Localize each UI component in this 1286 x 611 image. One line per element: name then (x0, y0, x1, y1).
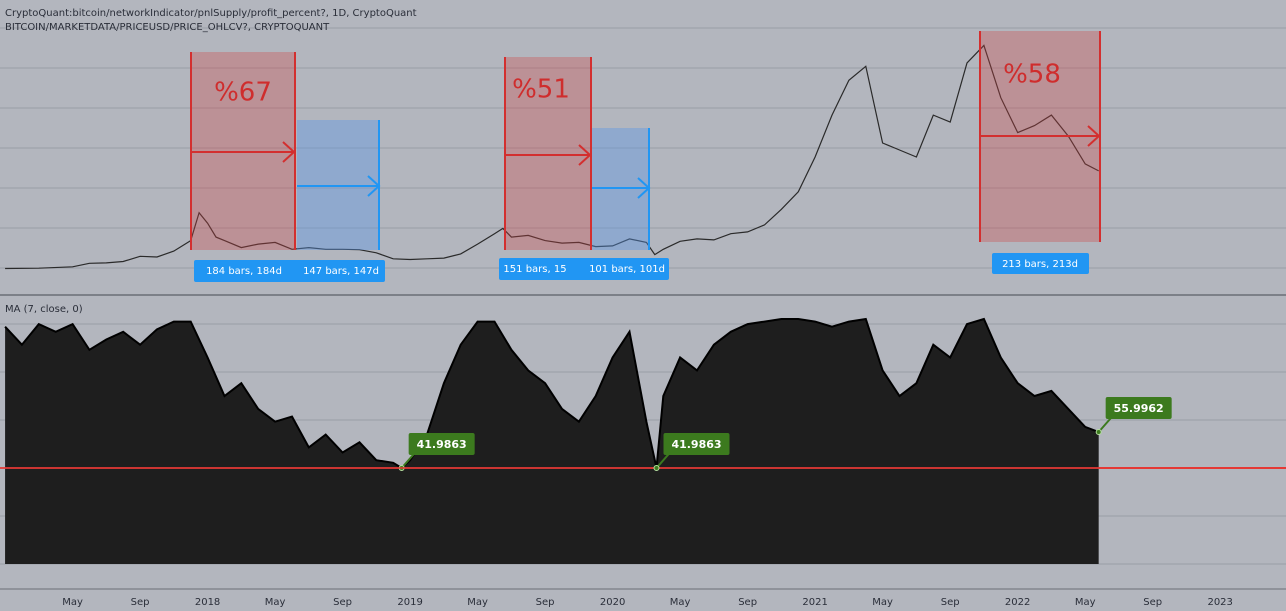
x-tick-label: 2018 (195, 597, 220, 608)
drawdown-label: %67 (214, 78, 272, 108)
duration-label: 147 bars, 147d (303, 266, 379, 277)
ma-pane: 41.9863 41.9863 55.9962 (0, 317, 1286, 564)
x-tick-label: 2023 (1207, 597, 1232, 608)
value-label: 41.9863 (417, 438, 467, 451)
header-line: CryptoQuant:bitcoin/networkIndicator/pnl… (5, 8, 417, 19)
drawing-tools: %67 %51 %58 184 bars, 184d 147 bars, 147… (190, 31, 1101, 282)
header-line: BITCOIN/MARKETDATA/PRICEUSD/PRICE_OHLCV?… (5, 22, 330, 33)
x-tick-label: 2019 (397, 597, 422, 608)
duration-label: 184 bars, 184d (206, 266, 282, 277)
x-tick-label: Sep (738, 597, 757, 608)
x-tick-label: May (670, 597, 691, 608)
label-anchor (1095, 429, 1102, 436)
x-tick-label: May (265, 597, 286, 608)
label-anchor (653, 464, 660, 471)
value-label: 41.9863 (671, 438, 721, 451)
x-tick-label: 2022 (1005, 597, 1030, 608)
drawdown-label: %58 (1003, 60, 1061, 90)
time-axis: May Sep 2018 May Sep 2019 May Sep 2020 May Sep 2021… (62, 597, 1233, 608)
x-tick-label: May (62, 597, 83, 608)
duration-label: 101 bars, 101d (589, 264, 665, 275)
drawdown-zone (505, 57, 591, 250)
ma-line (4, 317, 1100, 470)
x-tick-label: 2020 (600, 597, 625, 608)
value-label-box (408, 432, 475, 455)
x-tick-label: 2021 (802, 597, 827, 608)
x-tick-label: May (467, 597, 488, 608)
x-tick-label: Sep (131, 597, 150, 608)
value-label-box (1105, 397, 1172, 420)
x-tick-label: Sep (1143, 597, 1162, 608)
value-label: 55.9962 (1114, 402, 1164, 415)
duration-label: 151 bars, 15 (503, 264, 566, 275)
drawdown-label: %51 (512, 75, 570, 105)
x-tick-label: Sep (536, 597, 555, 608)
ma-area (5, 319, 1099, 564)
x-tick-label: Sep (333, 597, 352, 608)
value-label-box (663, 432, 730, 455)
price-line (5, 44, 1099, 270)
pane-title: MA (7, close, 0) (5, 304, 83, 315)
x-tick-label: May (1075, 597, 1096, 608)
x-tick-label: Sep (941, 597, 960, 608)
x-tick-label: May (872, 597, 893, 608)
price-pane (5, 44, 1099, 270)
duration-label: 213 bars, 213d (1002, 259, 1078, 270)
